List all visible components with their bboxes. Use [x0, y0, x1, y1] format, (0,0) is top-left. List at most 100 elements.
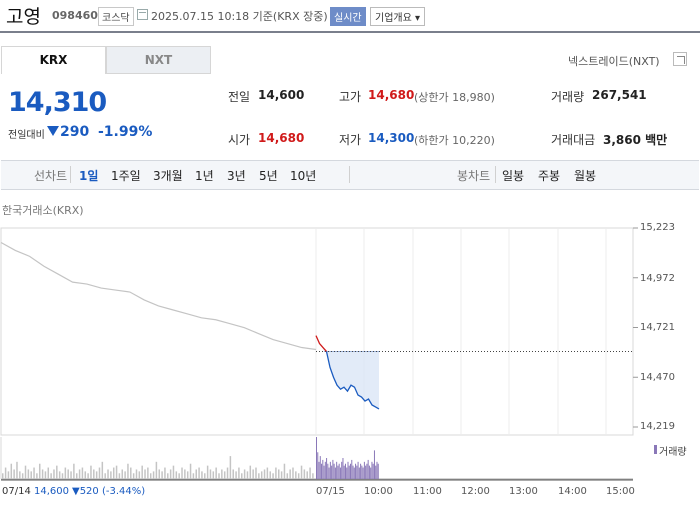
nextrade-link[interactable]: 넥스트레이드(NXT)	[568, 55, 660, 68]
candle-chart-label[interactable]: 봉차트	[457, 169, 491, 183]
toolbar-divider	[70, 166, 71, 183]
tab-krx[interactable]: KRX	[1, 46, 106, 74]
y-tick-label: 14,972	[640, 273, 675, 284]
volume-bar-07-15	[343, 465, 345, 479]
volume-bar-07-15	[346, 467, 348, 479]
volume-bar-07-14	[7, 471, 10, 479]
candle-weekly[interactable]: 주봉	[538, 169, 561, 183]
volume-bar-07-15	[348, 465, 350, 479]
volume-bar-07-14	[155, 461, 158, 479]
volume-bar-07-15	[366, 463, 368, 479]
volume-bar-07-15	[372, 463, 374, 479]
volume-bar-07-14	[275, 467, 277, 479]
volume-bar-07-14	[201, 471, 203, 479]
period-1y[interactable]: 1년	[195, 169, 214, 183]
volume-bar-07-15	[333, 463, 335, 479]
volume-bar-07-15	[339, 467, 341, 479]
volume-bar-07-14	[147, 467, 149, 479]
external-link-icon[interactable]	[673, 52, 687, 66]
volume-bar-07-14	[218, 473, 220, 479]
volume-bar-07-14	[172, 465, 175, 479]
volume-bar-07-14	[189, 463, 192, 479]
volume-bar-07-15	[371, 461, 373, 479]
open-label: 시가	[228, 133, 251, 147]
volume-bar-07-14	[312, 473, 314, 479]
volume-bar-07-15	[332, 459, 334, 479]
volume-bar-07-15	[338, 463, 340, 479]
calendar-icon	[137, 9, 148, 20]
period-1d[interactable]: 1일	[79, 169, 99, 183]
volume-bar-07-15	[318, 461, 320, 479]
volume-bar-07-15	[328, 467, 330, 479]
volume-bar-07-14	[73, 463, 75, 479]
candle-monthly[interactable]: 월봉	[574, 169, 597, 183]
volume-bar-07-14	[169, 469, 172, 479]
volume-bar-07-15	[356, 465, 358, 479]
realtime-badge[interactable]: 실시간	[330, 7, 366, 26]
volume-bar-07-14	[38, 463, 41, 479]
volume-bar-07-14	[209, 469, 212, 479]
volume-bar-07-14	[181, 467, 183, 479]
volume-bar-07-15	[323, 465, 325, 479]
volume-bar-07-14	[30, 471, 32, 479]
volume-bar-07-14	[295, 471, 297, 479]
volume-bar-07-15	[361, 465, 363, 479]
volume-bar-07-14	[127, 463, 129, 479]
period-1w[interactable]: 1주일	[111, 169, 141, 183]
company-overview-dropdown[interactable]: 기업개요 ▾	[370, 7, 425, 26]
volume-bar-07-15	[329, 461, 331, 479]
plot-frame	[0, 227, 634, 436]
x-tick-label: 15:00	[606, 486, 635, 497]
volume-bar-07-14	[272, 473, 274, 479]
volume-bar-07-15	[377, 463, 379, 479]
down-arrow-icon	[47, 126, 59, 136]
volume-bar-07-14	[78, 469, 81, 479]
volume-bar-07-14	[303, 469, 306, 479]
volume-bar-07-14	[178, 473, 180, 479]
volume-bar-07-15	[376, 461, 378, 479]
volume-bar-07-14	[144, 469, 146, 479]
volume-bar-07-14	[24, 465, 27, 479]
volume-bar-07-15	[327, 463, 329, 479]
volume-bar-07-15	[352, 465, 354, 479]
volume-bar-07-14	[192, 473, 195, 479]
quote-datetime: 2025.07.15 10:18 기준(KRX 장중)	[151, 10, 328, 23]
y-tick-label: 14,721	[640, 322, 675, 333]
period-5y[interactable]: 5년	[259, 169, 278, 183]
volume-bar-07-14	[309, 467, 311, 479]
period-3y[interactable]: 3년	[227, 169, 246, 183]
volume-bar-07-15	[321, 463, 323, 479]
volume-bar-07-14	[27, 469, 30, 479]
volume-bar-07-14	[70, 471, 72, 479]
volume-bar-07-14	[221, 469, 223, 479]
volume-bar-07-14	[61, 473, 64, 479]
candle-daily[interactable]: 일봉	[502, 169, 525, 183]
volume-bar-07-14	[243, 469, 246, 479]
volume-bar-07-14	[164, 467, 166, 479]
volume-bar-07-14	[81, 467, 84, 479]
line-chart-label[interactable]: 선차트	[34, 169, 68, 183]
volume-bar-07-15	[367, 459, 369, 479]
volume-bar-07-14	[238, 467, 240, 479]
volume-bar-07-14	[263, 469, 266, 479]
volume-bar-07-14	[260, 471, 263, 479]
volume-bar-07-14	[289, 469, 291, 479]
volume-bar-07-15	[358, 467, 360, 479]
volume-bar-07-14	[206, 465, 209, 479]
volume-bar-07-14	[36, 473, 38, 479]
period-3m[interactable]: 3개월	[153, 169, 183, 183]
volume-bar-07-14	[255, 467, 257, 479]
volume-bar-07-14	[215, 467, 217, 479]
volume-bar-07-14	[21, 473, 24, 479]
chart-toolbar	[1, 160, 699, 190]
tab-nxt[interactable]: NXT	[106, 46, 211, 74]
volume-bar-07-14	[241, 473, 243, 479]
volume-bar-07-14	[110, 471, 112, 479]
period-10y[interactable]: 10년	[290, 169, 317, 183]
company-name: 고영	[6, 6, 41, 28]
volume-bar-07-14	[152, 471, 155, 479]
volume-legend: 거래량	[659, 447, 687, 458]
prev-day-change: ▼520 (-3.44%)	[72, 486, 146, 497]
volume-bar-07-15	[324, 461, 326, 479]
